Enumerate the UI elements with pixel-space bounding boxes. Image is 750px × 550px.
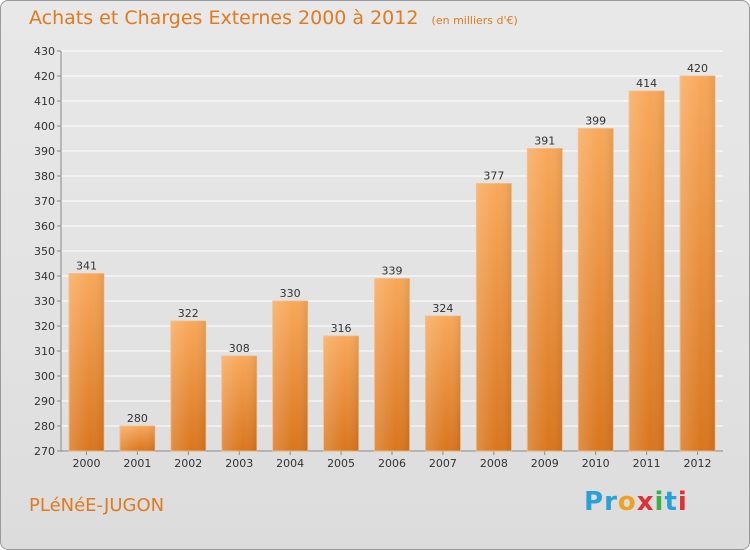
data-label: 414 — [636, 77, 657, 90]
data-label: 316 — [331, 322, 352, 335]
data-label: 324 — [432, 302, 453, 315]
bar-shade — [119, 426, 155, 451]
y-tick-label: 430 — [34, 45, 55, 58]
chart-unit: (en milliers d'€) — [431, 14, 518, 27]
y-tick-label: 310 — [34, 345, 55, 358]
y-tick-label: 290 — [34, 395, 55, 408]
bar-shade — [323, 336, 359, 451]
x-tick-label: 2007 — [429, 457, 457, 470]
y-tick-label: 350 — [34, 245, 55, 258]
logo-letter: i — [677, 487, 688, 517]
data-label: 330 — [280, 287, 301, 300]
data-label: 308 — [229, 342, 250, 355]
bar-shade — [527, 148, 563, 451]
x-tick-label: 2006 — [378, 457, 406, 470]
x-tick-label: 2005 — [327, 457, 355, 470]
data-label: 399 — [585, 115, 606, 128]
labels: 270 280 290 300 310 320 330 340 350 360 370 380 390 4… — [34, 45, 712, 470]
data-label: 341 — [76, 260, 97, 273]
x-tick-label: 2001 — [123, 457, 151, 470]
x-tick-label: 2002 — [174, 457, 202, 470]
logo-letter: r — [604, 487, 618, 517]
commune-name: PLéNéE-JUGON — [29, 495, 165, 516]
y-tick-label: 340 — [34, 270, 55, 283]
logo-letter: P — [584, 487, 605, 517]
y-tick-label: 330 — [34, 295, 55, 308]
data-label: 322 — [178, 307, 199, 320]
y-tick-label: 370 — [34, 195, 55, 208]
x-tick-label: 2000 — [72, 457, 100, 470]
x-tick-label: 2010 — [582, 457, 610, 470]
bar-shade — [272, 301, 308, 451]
bars — [68, 75, 716, 452]
x-tick-label: 2009 — [531, 457, 559, 470]
x-tick-label: 2004 — [276, 457, 304, 470]
x-tick-label: 2008 — [480, 457, 508, 470]
y-tick-label: 420 — [34, 70, 55, 83]
y-tick-label: 300 — [34, 370, 55, 383]
logo-letter: o — [617, 487, 637, 517]
data-label: 339 — [382, 265, 403, 278]
data-label: 280 — [127, 412, 148, 425]
y-tick-label: 280 — [34, 420, 55, 433]
bar-shade — [680, 76, 716, 451]
data-label: 391 — [534, 135, 555, 148]
y-tick-label: 320 — [34, 320, 55, 333]
data-label: 377 — [483, 170, 504, 183]
bar-shade — [425, 316, 461, 451]
x-tick-label: 2011 — [633, 457, 661, 470]
bar-shade — [629, 91, 665, 451]
y-tick-label: 360 — [34, 220, 55, 233]
chart-title-main: Achats et Charges Externes 2000 à 2012 — [29, 7, 419, 29]
x-tick-label: 2003 — [225, 457, 253, 470]
y-tick-label: 410 — [34, 95, 55, 108]
bar-shade — [374, 278, 410, 451]
y-tick-label: 270 — [34, 445, 55, 458]
y-tick-label: 400 — [34, 120, 55, 133]
y-tick-label: 390 — [34, 145, 55, 158]
logo-letter: t — [664, 487, 678, 517]
logo-letter: x — [636, 487, 655, 517]
x-tick-label: 2012 — [684, 457, 712, 470]
bar-shade — [578, 128, 614, 451]
chart-title: Achats et Charges Externes 2000 à 2012 (… — [29, 7, 518, 29]
bar-shade — [170, 321, 206, 451]
bar-shade — [221, 356, 257, 451]
data-label: 420 — [687, 62, 708, 75]
bar-shade — [476, 183, 512, 451]
logo-letter: i — [654, 487, 665, 517]
bar-shade — [68, 273, 104, 451]
proxiti-logo[interactable]: Proxiti — [584, 487, 688, 517]
y-tick-label: 380 — [34, 170, 55, 183]
